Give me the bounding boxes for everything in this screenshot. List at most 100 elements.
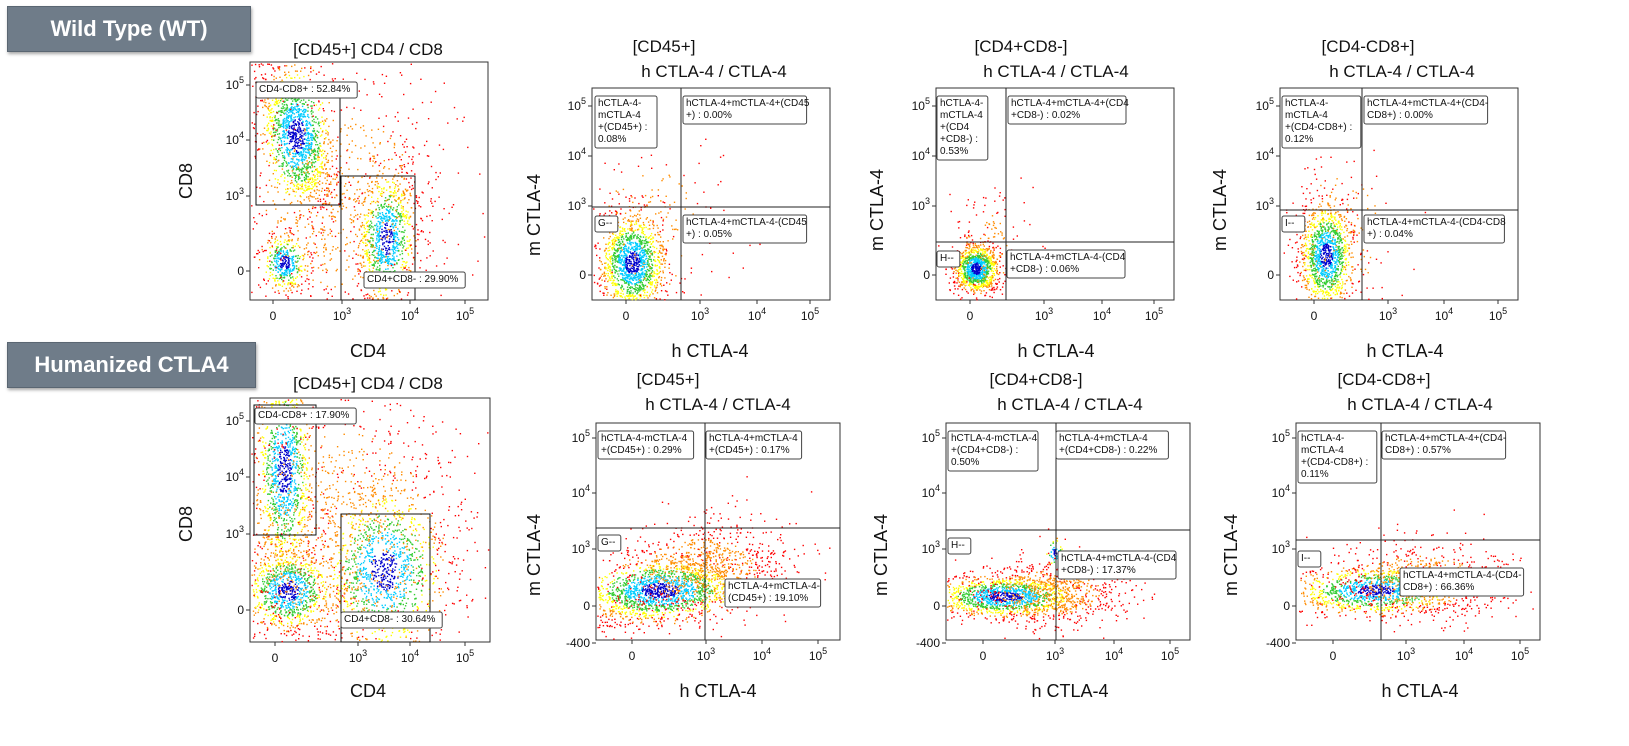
x-tick-label: 0 [623, 309, 630, 323]
x-tick-label: 105 [1511, 646, 1529, 663]
y-tick-label: 105 [1256, 96, 1274, 113]
x-tick-label: 105 [801, 306, 819, 323]
panel-wt-cd8pos-ctla4: hCTLA-4-mCTLA-4+(CD4-CD8+) :0.12%hCTLA-4… [1210, 37, 1519, 361]
y-tick-label: 103 [568, 196, 586, 213]
panel-title: [CD45+] CD4 / CD8 [293, 40, 443, 59]
y-tick-label: 0 [1267, 268, 1274, 282]
panel-title: h CTLA-4 / CTLA-4 [645, 395, 791, 414]
gate-label-CD4+CD8-: CD4+CD8- : 30.64% [340, 611, 443, 629]
panel-title: [CD45+] [637, 370, 700, 389]
y-tick-label: 0 [579, 268, 586, 282]
y-tick-label: 104 [1272, 483, 1290, 500]
y-axis-label: m CTLA-4 [524, 174, 544, 256]
panel-hu-cd45-ctla4: hCTLA-4-mCTLA-4+(CD45+) : 0.29% hCTLA-4+m… [524, 370, 841, 701]
panel-title: [CD45+] CD4 / CD8 [293, 374, 443, 393]
x-tick-label: 0 [1330, 649, 1337, 663]
gate-label-hCTLA-4+mCTLA-4+: hCTLA-4+mCTLA-4+(CD4-CD8+) : 0.00% [1363, 95, 1488, 125]
density-points [593, 107, 761, 301]
x-axis-label: h CTLA-4 [1381, 681, 1458, 701]
x-tick-label: 104 [753, 646, 771, 663]
x-axis-label: h CTLA-4 [1017, 341, 1094, 361]
svg-text:CD4+CD8- : 29.90%: CD4+CD8- : 29.90% [367, 274, 459, 285]
y-axis-label: m CTLA-4 [867, 169, 887, 251]
x-tick-label: 0 [980, 649, 987, 663]
y-tick-label: 104 [226, 467, 244, 484]
y-tick-label: -400 [916, 636, 940, 650]
x-tick-label: 103 [1046, 646, 1064, 663]
panel-wt-cd45-ctla4: hCTLA-4-mCTLA-4+(CD45+) :0.08% hCTLA-4+mC… [524, 37, 831, 361]
panel-title: h CTLA-4 / CTLA-4 [641, 62, 787, 81]
density-points [938, 177, 1046, 301]
y-tick-label: 0 [237, 603, 244, 617]
x-tick-label: 103 [333, 306, 351, 323]
x-tick-label: 103 [349, 648, 367, 665]
y-tick-label: 104 [1256, 146, 1274, 163]
panel-wt-cd4pos-ctla4: hCTLA-4-mCTLA-4+(CD4+CD8-) :0.53% hCTLA-4… [867, 37, 1175, 361]
gate-CD4+CD8- [340, 175, 416, 301]
y-tick-label: 0 [237, 264, 244, 278]
density-points [597, 476, 831, 640]
x-tick-label: 0 [967, 309, 974, 323]
gate-label-hCTLA-4+mCTLA-4+: hCTLA-4+mCTLA-4+(CD4+CD8-) : 0.02% [1007, 95, 1129, 125]
x-tick-label: 105 [456, 306, 474, 323]
gate-CD4-CD8+ [253, 404, 317, 536]
y-tick-label: 105 [568, 96, 586, 113]
y-tick-label: 105 [912, 96, 930, 113]
y-tick-label: 104 [922, 483, 940, 500]
y-tick-label: 0 [1283, 599, 1290, 613]
x-tick-label: 105 [456, 648, 474, 665]
x-tick-label: 104 [1435, 306, 1453, 323]
panel-title: [CD4-CD8+] [1321, 37, 1414, 56]
y-tick-label: 0 [933, 599, 940, 613]
x-tick-label: 0 [270, 309, 277, 323]
x-tick-label: 103 [1397, 646, 1415, 663]
x-tick-label: 104 [401, 306, 419, 323]
gate-label-G--: G-- [594, 215, 619, 233]
panel-hu-cd8pos-ctla4: hCTLA-4-mCTLA-4+(CD4-CD8+) :0.11%hCTLA-4… [1221, 370, 1541, 701]
gate-label-hCTLA-4+mCTLA-4+: hCTLA-4+mCTLA-4+(CD45+) : 0.00% [682, 95, 810, 125]
y-tick-label: 105 [572, 428, 590, 445]
x-axis-label: h CTLA-4 [671, 341, 748, 361]
gate-label-hCTLA-4+mCTLA-4-: hCTLA-4+mCTLA-4-(CD4-CD8+) : 0.04% [1363, 214, 1506, 244]
panel-title: [CD4+CD8-] [974, 37, 1067, 56]
gate-label-I--: I-- [1297, 550, 1322, 568]
gate-label-CD4-CD8+: CD4-CD8+ : 52.84% [255, 81, 358, 99]
x-axis-label: h CTLA-4 [1031, 681, 1108, 701]
y-tick-label: 103 [572, 539, 590, 556]
gate-label-hCTLA-4+mCTLA-4-: hCTLA-4+mCTLA-4-(CD4+CD8-) : 17.37% [1057, 550, 1177, 580]
y-tick-label: 105 [1272, 428, 1290, 445]
gate-label-hCTLA-4+mCTLA-4-: hCTLA-4+mCTLA-4-(CD45+) : 0.05% [682, 214, 807, 244]
gate-label-hCTLA-4-mCTLA-4+: hCTLA-4-mCTLA-4+(CD4-CD8+) :0.12% [1281, 95, 1362, 149]
gate-label-hCTLA-4+mCTLA-4+: hCTLA-4+mCTLA-4+(CD4-CD8+) : 0.57% [1381, 430, 1506, 460]
x-tick-label: 0 [1311, 309, 1318, 323]
y-tick-label: 105 [226, 411, 244, 428]
y-tick-label: 0 [923, 268, 930, 282]
y-tick-label: 103 [226, 524, 244, 541]
y-axis-label: m CTLA-4 [1210, 169, 1230, 251]
y-axis-label: m CTLA-4 [871, 514, 891, 596]
x-tick-label: 0 [272, 651, 279, 665]
gate-label-hCTLA-4-mCTLA-4+: hCTLA-4-mCTLA-4+(CD4-CD8+) :0.11% [1297, 430, 1378, 484]
gate-label-I--: I-- [1281, 215, 1306, 233]
x-tick-label: 103 [1379, 306, 1397, 323]
panel-title: [CD4-CD8+] [1337, 370, 1430, 389]
x-tick-label: 104 [401, 648, 419, 665]
y-axis-label: CD8 [176, 506, 196, 542]
y-tick-label: 103 [922, 539, 940, 556]
x-tick-label: 104 [1105, 646, 1123, 663]
x-tick-label: 104 [748, 306, 766, 323]
y-tick-label: 103 [226, 186, 244, 203]
y-tick-label: 103 [912, 196, 930, 213]
x-axis-label: h CTLA-4 [1366, 341, 1443, 361]
x-tick-label: 104 [1455, 646, 1473, 663]
svg-text:CD4-CD8+ : 52.84%: CD4-CD8+ : 52.84% [259, 84, 351, 95]
x-tick-label: 105 [1145, 306, 1163, 323]
gate-label-hCTLA-4-mCTLA-4+: hCTLA-4-mCTLA-4+(CD45+) : 0.29% [597, 430, 695, 460]
y-tick-label: 105 [922, 428, 940, 445]
panel-hu-cd4-cd8: CD4-CD8+ : 17.90% CD4+CD8- : 30.64% [CD45+… [176, 374, 491, 701]
gate-label-hCTLA-4-mCTLA-4+: hCTLA-4-mCTLA-4+(CD4+CD8-) :0.53% [936, 95, 989, 161]
y-tick-label: 103 [1272, 539, 1290, 556]
gate-label-G--: G-- [597, 534, 622, 552]
panel-title: h CTLA-4 / CTLA-4 [983, 62, 1129, 81]
gate-label-CD4-CD8+: CD4-CD8+ : 17.90% [254, 407, 357, 425]
